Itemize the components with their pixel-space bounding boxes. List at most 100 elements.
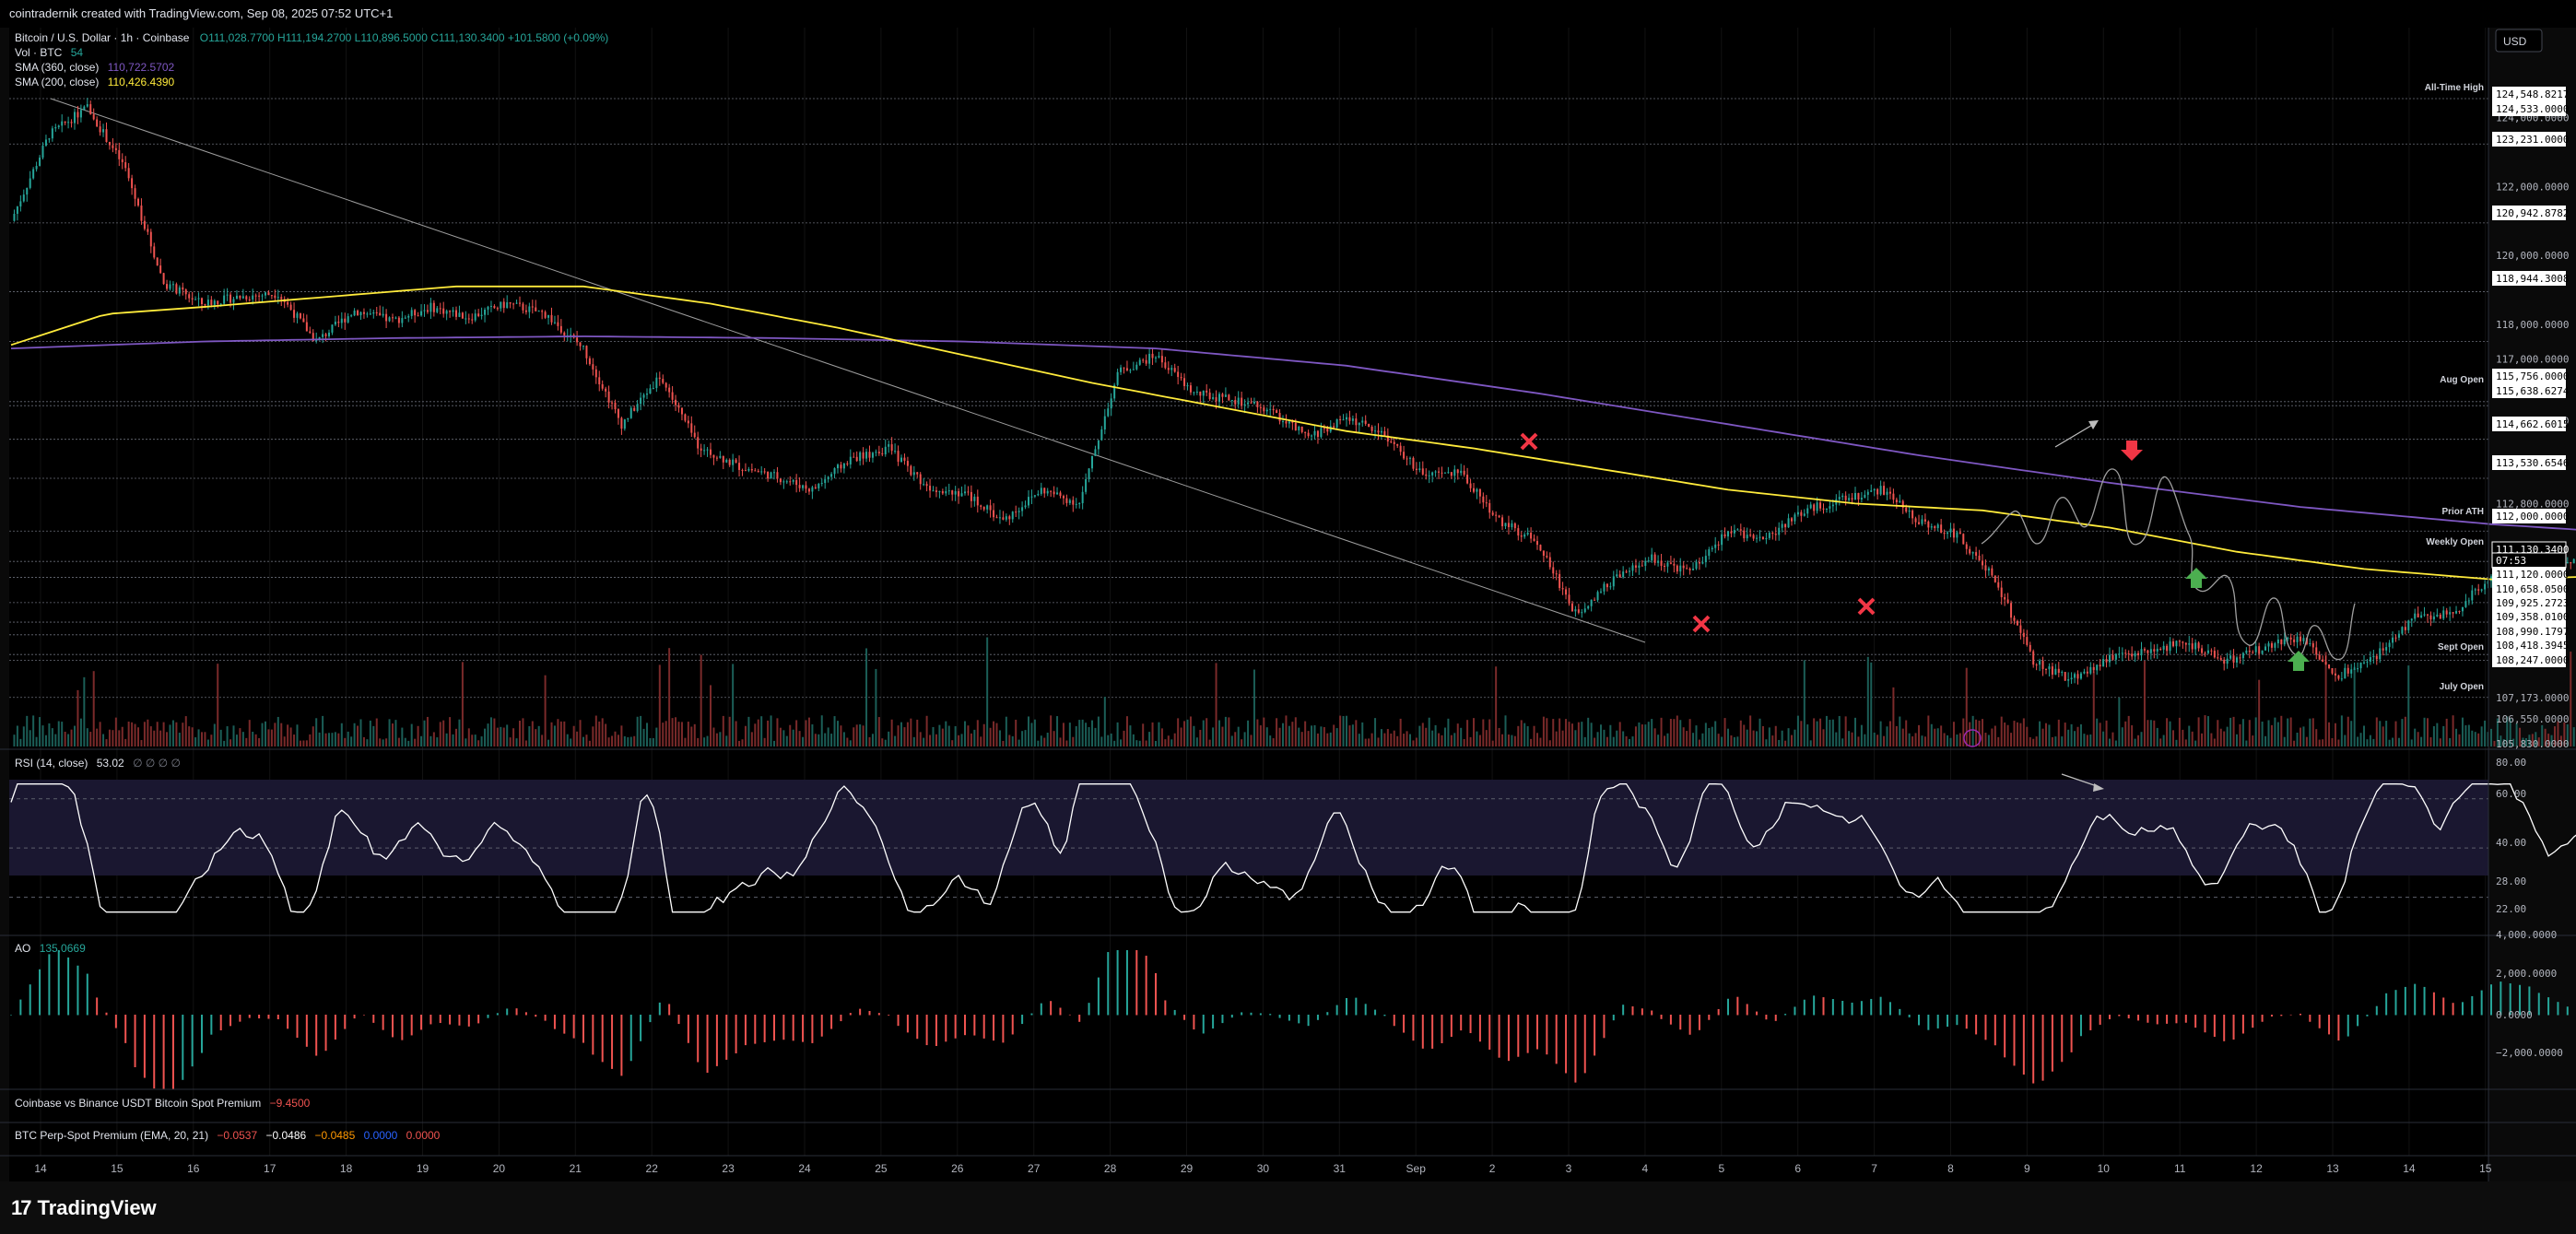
ao-bar — [76, 965, 79, 1016]
ao-bar — [1050, 1001, 1053, 1016]
ao-bar — [2270, 1015, 2273, 1017]
ao-bar — [658, 1002, 661, 1016]
candle-body — [1393, 441, 1395, 444]
volume-bar — [1241, 739, 1243, 746]
volume-bar — [1123, 730, 1125, 746]
ao-bar — [191, 1015, 194, 1067]
candle-body — [1918, 522, 1920, 524]
volume-bar — [502, 727, 505, 746]
candle-body — [1243, 404, 1246, 406]
candle-body — [182, 287, 184, 290]
candle-body — [2153, 649, 2156, 652]
trendline[interactable] — [50, 98, 1646, 643]
candle-body — [980, 505, 982, 507]
candle-body — [1056, 492, 1059, 495]
price-tick-label: 120,000.0000 — [2496, 250, 2569, 262]
candle-body — [1173, 368, 1176, 372]
candle-body — [2159, 648, 2162, 650]
candle-body — [2026, 637, 2029, 645]
svg-text:Coinbase vs Binance USDT Bitco: Coinbase vs Binance USDT Bitcoin Spot Pr… — [15, 1097, 311, 1110]
volume-bar — [64, 731, 66, 746]
candle-body — [1899, 500, 1901, 503]
candle-body — [353, 311, 356, 316]
volume-bar — [1590, 723, 1593, 746]
volume-bar — [1555, 731, 1558, 746]
candle-body — [1278, 413, 1281, 422]
candle-body — [414, 310, 417, 316]
ao-bar — [553, 1015, 556, 1029]
volume-bar — [1017, 739, 1020, 746]
candle-body — [16, 206, 18, 215]
candle-body — [1958, 532, 1961, 535]
volume-bar — [1533, 725, 1535, 746]
volume-bar — [837, 721, 839, 746]
candle-body — [1403, 452, 1406, 459]
volume-bar — [2305, 736, 2308, 746]
currency-selector[interactable] — [2495, 29, 2543, 53]
volume-bar — [1594, 737, 1596, 746]
candle-body — [452, 310, 454, 312]
candle-body — [640, 397, 642, 405]
price-level-label: 108,247.0000 — [2496, 654, 2569, 666]
price-tick-label: 107,173.0000 — [2496, 692, 2569, 704]
volume-bar — [112, 730, 114, 746]
arrow-down-icon[interactable] — [2121, 441, 2143, 461]
ao-bar — [1478, 1015, 1481, 1042]
ao-bar — [2137, 1015, 2140, 1021]
volume-bar — [2302, 726, 2305, 746]
ao-bar — [1364, 1004, 1367, 1016]
candle-body — [2019, 625, 2022, 633]
alert-icon[interactable] — [1963, 729, 1982, 747]
ao-bar — [1450, 1015, 1453, 1038]
ao-bar — [372, 1015, 375, 1023]
ao-bar — [392, 1015, 394, 1038]
volume-bar — [1113, 740, 1116, 746]
ao-bar — [1193, 1015, 1195, 1030]
volume-bar — [1428, 717, 1430, 746]
ao-bar — [544, 1015, 547, 1021]
x-marker-icon[interactable] — [1857, 597, 1876, 616]
volume-bar — [1495, 666, 1498, 746]
candle-body — [1594, 599, 1596, 601]
candle-body — [1418, 468, 1421, 471]
volume-bar — [524, 740, 527, 746]
volume-bar — [1476, 731, 1478, 746]
candle-body — [315, 339, 318, 342]
candle-body — [1046, 490, 1049, 494]
candle-body — [1364, 420, 1367, 424]
volume-bar — [2531, 734, 2534, 746]
candle-body — [1311, 435, 1313, 437]
candle-body — [703, 450, 706, 452]
x-marker-icon[interactable] — [1520, 432, 1538, 451]
ao-bar — [2432, 992, 2435, 1016]
candle-body — [2385, 647, 2388, 651]
arrow-up-icon[interactable] — [2288, 651, 2310, 671]
currency-label[interactable]: USD — [2503, 35, 2527, 48]
ao-bar — [1403, 1015, 1406, 1033]
candle-body — [982, 506, 985, 510]
candle-body — [108, 142, 111, 146]
candle-body — [206, 300, 209, 306]
volume-bar — [1173, 733, 1176, 746]
x-marker-icon[interactable] — [1692, 615, 1711, 633]
price-tick-label: 106,550.0000 — [2496, 713, 2569, 725]
volume-bar — [1339, 715, 1342, 746]
ao-bar — [2357, 1015, 2359, 1027]
volume-bar — [1005, 716, 1007, 746]
ao-bar — [697, 1015, 700, 1063]
candle-body — [340, 318, 343, 323]
arrow-up-icon[interactable] — [2185, 568, 2207, 588]
ao-bar — [1288, 1015, 1290, 1021]
volume-bar — [1234, 732, 1237, 746]
time-tick-label: 27 — [1028, 1162, 1041, 1175]
brand-name[interactable]: TradingView — [37, 1195, 157, 1219]
candle-body — [802, 485, 805, 488]
volume-bar — [2219, 728, 2222, 746]
ao-bar — [1393, 1015, 1395, 1027]
candle-body — [2350, 669, 2353, 674]
volume-bar — [1918, 724, 1920, 746]
candle-body — [112, 145, 114, 148]
candle-body — [471, 319, 474, 321]
volume-bar — [2318, 739, 2321, 746]
